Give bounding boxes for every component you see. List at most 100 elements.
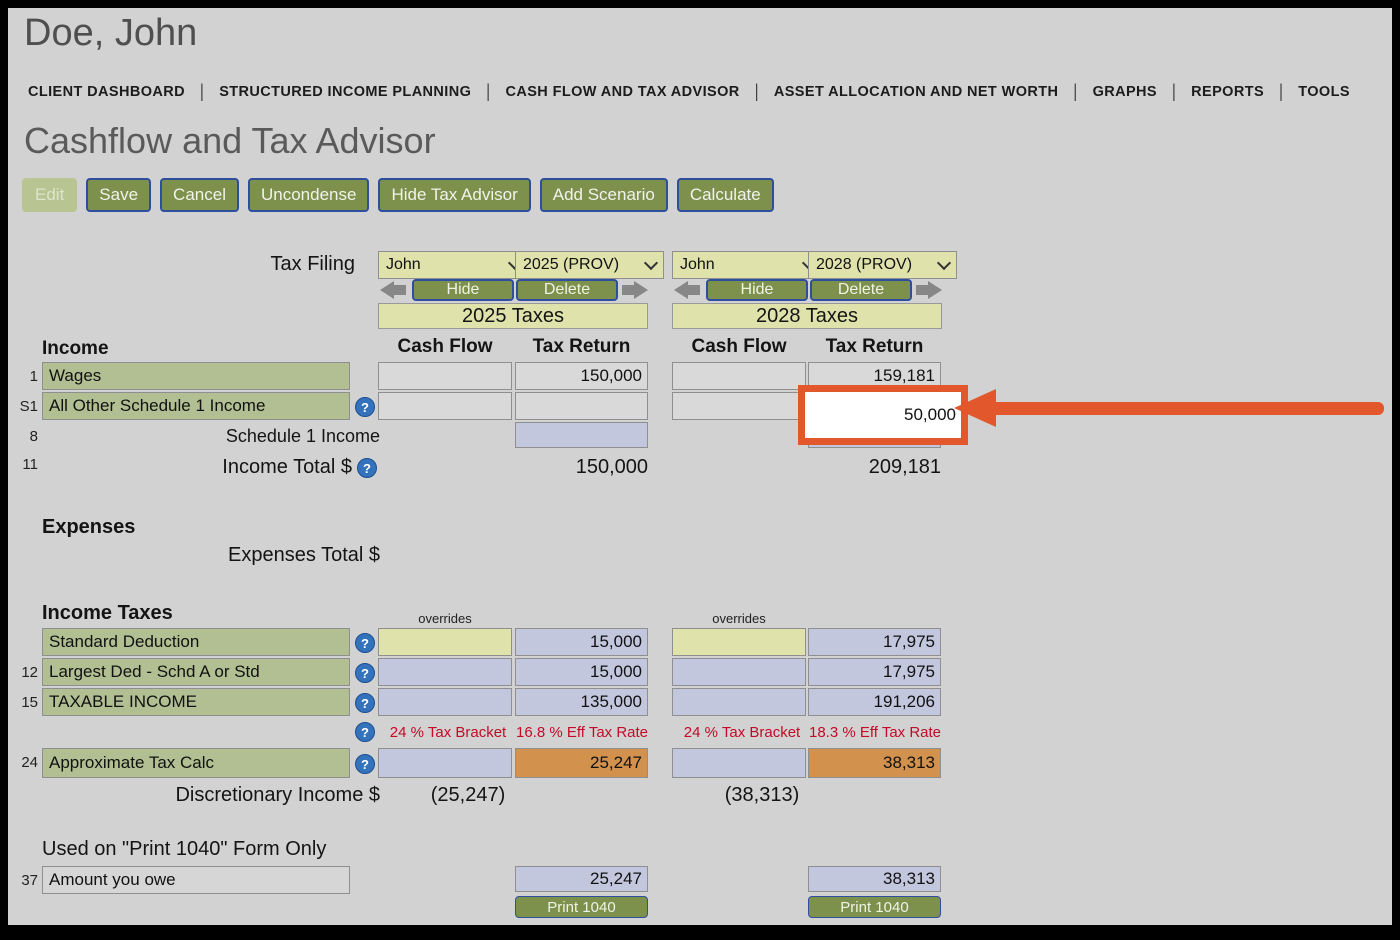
cancel-button[interactable]: Cancel bbox=[160, 178, 239, 212]
tax-return-column-header: Tax Return bbox=[825, 336, 924, 357]
std-deduction-2025-cell: 15,000 bbox=[515, 628, 648, 656]
help-icon[interactable]: ? bbox=[357, 458, 377, 478]
eff-tax-rate-2025: 16.8 % Eff Tax Rate bbox=[515, 724, 649, 741]
approx-tax-cashflow-2028-cell bbox=[672, 748, 806, 778]
sched1-cashflow-2025-cell[interactable] bbox=[378, 392, 512, 420]
calculate-button[interactable]: Calculate bbox=[676, 178, 774, 212]
income-total-label: Income Total $ bbox=[222, 456, 352, 478]
discretionary-income-2028-value: (38,313) bbox=[724, 784, 800, 806]
cash-flow-column-header: Cash Flow bbox=[397, 336, 493, 357]
delete-scenario-2028-button[interactable]: Delete bbox=[810, 279, 912, 301]
person-select-2028[interactable]: John bbox=[672, 251, 822, 279]
nav-separator: | bbox=[1172, 81, 1177, 103]
help-icon[interactable]: ? bbox=[355, 693, 375, 713]
page-title: Cashflow and Tax Advisor bbox=[24, 120, 436, 161]
approx-tax-cashflow-2025-cell bbox=[378, 748, 512, 778]
all-other-schedule1-label-cell: All Other Schedule 1 Income bbox=[42, 392, 350, 420]
overrides-label: overrides bbox=[418, 611, 472, 626]
wages-cashflow-2025-cell[interactable] bbox=[378, 362, 512, 390]
annotation-arrow-icon bbox=[954, 389, 1384, 427]
prev-scenario-arrow-icon[interactable] bbox=[674, 279, 700, 301]
help-icon[interactable]: ? bbox=[355, 663, 375, 683]
client-name: Doe, John bbox=[24, 12, 198, 54]
schedule1-income-2025-cell bbox=[515, 422, 648, 448]
taxable-income-label-cell: TAXABLE INCOME bbox=[42, 688, 350, 716]
chevron-down-icon bbox=[936, 255, 952, 271]
hide-scenario-2028-button[interactable]: Hide bbox=[706, 279, 808, 301]
nav-separator: | bbox=[200, 81, 205, 103]
nav-item-tools[interactable]: TOOLS bbox=[1298, 84, 1350, 100]
uncondense-button[interactable]: Uncondense bbox=[247, 178, 370, 212]
largest-ded-cashflow-2025-cell bbox=[378, 658, 512, 686]
sched1-taxreturn-2028-input[interactable] bbox=[805, 392, 961, 438]
nav-item-client-dashboard[interactable]: CLIENT DASHBOARD bbox=[28, 84, 186, 100]
nav-item-asset-allocation-and-net-worth[interactable]: ASSET ALLOCATION AND NET WORTH bbox=[773, 84, 1059, 100]
std-deduction-override-2025-cell[interactable] bbox=[378, 628, 512, 656]
largest-ded-cashflow-2028-cell bbox=[672, 658, 806, 686]
print1040-section-heading: Used on "Print 1040" Form Only bbox=[42, 838, 327, 860]
nav-item-graphs[interactable]: GRAPHS bbox=[1092, 84, 1157, 100]
row-number: 1 bbox=[29, 368, 38, 385]
amount-you-owe-2028-cell: 38,313 bbox=[808, 866, 941, 892]
taxable-income-cashflow-2028-cell bbox=[672, 688, 806, 716]
income-total-2025-value: 150,000 bbox=[575, 456, 648, 478]
approx-tax-2028-cell: 38,313 bbox=[808, 748, 941, 778]
nav-item-cash-flow-and-tax-advisor[interactable]: CASH FLOW AND TAX ADVISOR bbox=[505, 84, 740, 100]
std-deduction-override-2028-cell[interactable] bbox=[672, 628, 806, 656]
sched1-cashflow-2028-cell[interactable] bbox=[672, 392, 806, 420]
eff-tax-rate-2028: 18.3 % Eff Tax Rate bbox=[808, 724, 942, 741]
help-icon[interactable]: ? bbox=[355, 754, 375, 774]
row-number: 24 bbox=[21, 754, 38, 771]
nav-item-structured-income-planning[interactable]: STRUCTURED INCOME PLANNING bbox=[219, 84, 472, 100]
wages-cashflow-2028-cell[interactable] bbox=[672, 362, 806, 390]
tax-bracket-2025: 24 % Tax Bracket bbox=[389, 724, 507, 741]
year-select-value: 2025 (PROV) bbox=[523, 256, 620, 273]
year-select-2025[interactable]: 2025 (PROV) bbox=[515, 251, 664, 279]
schedule1-income-label: Schedule 1 Income bbox=[225, 426, 380, 446]
nav-separator: | bbox=[486, 81, 491, 103]
add-scenario-button[interactable]: Add Scenario bbox=[539, 178, 668, 212]
edit-button[interactable]: Edit bbox=[22, 178, 78, 212]
print-1040-2025-button[interactable]: Print 1040 bbox=[515, 896, 648, 918]
taxes-header-2025: 2025 Taxes bbox=[378, 303, 648, 329]
delete-scenario-2025-button[interactable]: Delete bbox=[516, 279, 618, 301]
discretionary-income-label: Discretionary Income $ bbox=[175, 784, 380, 806]
sched1-taxreturn-2025-cell[interactable] bbox=[515, 392, 648, 420]
save-button[interactable]: Save bbox=[86, 178, 152, 212]
wages-taxreturn-2025-cell[interactable]: 150,000 bbox=[515, 362, 648, 390]
hide-scenario-2025-button[interactable]: Hide bbox=[412, 279, 514, 301]
largest-ded-2028-cell: 17,975 bbox=[808, 658, 941, 686]
row-number: S1 bbox=[19, 398, 38, 415]
expenses-section-heading: Expenses bbox=[42, 516, 136, 538]
hide-tax-advisor-button[interactable]: Hide Tax Advisor bbox=[378, 178, 531, 212]
print-1040-2028-button[interactable]: Print 1040 bbox=[808, 896, 941, 918]
help-icon[interactable]: ? bbox=[355, 397, 375, 417]
help-icon[interactable]: ? bbox=[355, 722, 375, 742]
taxable-income-2025-cell: 135,000 bbox=[515, 688, 648, 716]
standard-deduction-label-cell: Standard Deduction bbox=[42, 628, 350, 656]
approx-tax-2025-cell: 25,247 bbox=[515, 748, 648, 778]
row-number: 15 bbox=[21, 694, 38, 711]
nav-separator: | bbox=[1279, 81, 1284, 103]
nav-item-reports[interactable]: REPORTS bbox=[1191, 84, 1265, 100]
prev-scenario-arrow-icon[interactable] bbox=[380, 279, 406, 301]
next-scenario-arrow-icon[interactable] bbox=[622, 279, 648, 301]
largest-ded-label-cell: Largest Ded - Schd A or Std bbox=[42, 658, 350, 686]
year-select-2028[interactable]: 2028 (PROV) bbox=[808, 251, 957, 279]
taxable-income-cashflow-2025-cell bbox=[378, 688, 512, 716]
help-icon[interactable]: ? bbox=[355, 633, 375, 653]
income-section-heading: Income bbox=[42, 338, 109, 359]
next-scenario-arrow-icon[interactable] bbox=[916, 279, 942, 301]
discretionary-income-2025-value: (25,247) bbox=[430, 784, 506, 806]
approx-tax-calc-label-cell: Approximate Tax Calc bbox=[42, 748, 350, 778]
amount-you-owe-2025-cell: 25,247 bbox=[515, 866, 648, 892]
tax-bracket-2028: 24 % Tax Bracket bbox=[683, 724, 801, 741]
person-select-2025[interactable]: John bbox=[378, 251, 528, 279]
income-taxes-section-heading: Income Taxes bbox=[42, 602, 173, 624]
toolbar: Edit Save Cancel Uncondense Hide Tax Adv… bbox=[22, 178, 774, 212]
person-select-value: John bbox=[386, 256, 421, 273]
year-select-value: 2028 (PROV) bbox=[816, 256, 913, 273]
cash-flow-column-header: Cash Flow bbox=[691, 336, 787, 357]
row-number: 37 bbox=[21, 872, 38, 889]
overrides-label: overrides bbox=[712, 611, 766, 626]
